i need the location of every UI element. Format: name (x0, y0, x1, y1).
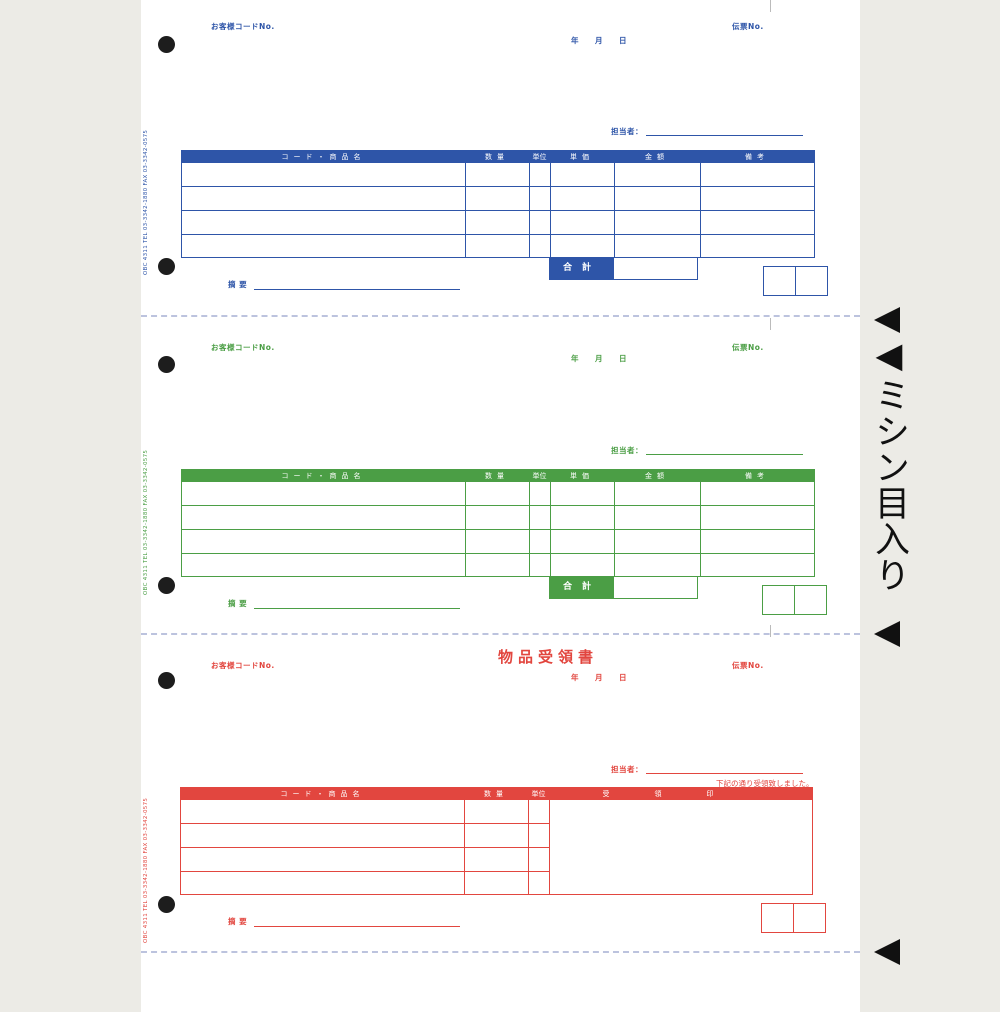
stamp-box (762, 585, 827, 615)
total-box: 合計 (549, 576, 698, 599)
receipt-title: 物品受領書 (498, 648, 599, 666)
perforation-line (141, 315, 860, 317)
slip-number-label: 伝票No. (732, 22, 764, 31)
col-header-quantity: 数量 (485, 472, 509, 480)
memo-label: 摘 要 (228, 917, 248, 926)
customer-code-label: お客様コードNo. (211, 661, 275, 670)
punch-hole (158, 672, 175, 689)
side-print: OBC 4311 TEL 03-3342-1880 FAX 03-3342-05… (143, 129, 149, 275)
col-header-unit-price: 単価 (570, 472, 594, 480)
date-label: 年 月 日 (571, 36, 627, 45)
total-label: 合計 (550, 258, 614, 279)
staff-label: 担当者： (611, 446, 643, 455)
customer-code-label: お客様コードNo. (211, 343, 275, 352)
form-sheet: お客様コードNo. 年 月 日 伝票No. 担当者： OBC 4311 TEL … (141, 0, 860, 1012)
col-header-unit: 単位 (532, 472, 547, 480)
col-header-amount: 金額 (645, 472, 669, 480)
memo-line (254, 608, 460, 609)
perforation-arrow-icon (874, 307, 900, 333)
punch-hole (158, 896, 175, 913)
date-label: 年 月 日 (571, 673, 627, 682)
col-header-amount: 金額 (645, 153, 669, 161)
col-header-remarks: 備考 (745, 153, 769, 161)
col-header-remarks: 備考 (745, 472, 769, 480)
table-header: コード・商品名 数量 単位 単価 金額 備考 (182, 151, 814, 163)
memo-label: 摘 要 (228, 280, 248, 289)
perforation-line (141, 633, 860, 635)
total-label: 合計 (550, 577, 614, 598)
slip-number-label: 伝票No. (732, 343, 764, 352)
perforation-arrow-icon (874, 621, 900, 647)
col-header-quantity: 数量 (484, 790, 508, 798)
perforation-label: ◀ミシン目入り (869, 336, 909, 593)
col-header-code-item: コード・商品名 (281, 153, 366, 161)
form-copy-red-receipt: お客様コードNo. 物品受領書 年 月 日 伝票No. 担当者： 下記の通り受領… (141, 625, 860, 951)
receipt-note: 下記の通り受領致しました。 (716, 779, 814, 788)
staff-label: 担当者： (611, 765, 643, 774)
staff-signature-line (646, 135, 803, 136)
stamp-box (763, 266, 828, 296)
col-header-quantity: 数量 (485, 153, 509, 161)
side-print: OBC 4311 TEL 03-3342-1880 FAX 03-3342-05… (143, 449, 149, 595)
memo-line (254, 926, 460, 927)
date-label: 年 月 日 (571, 354, 627, 363)
table-header: コード・商品名 数量 単位 受領印 (181, 788, 812, 800)
col-header-unit: 単位 (531, 790, 546, 798)
staff-signature-line (646, 773, 803, 774)
punch-hole (158, 258, 175, 275)
customer-code-label: お客様コードNo. (211, 22, 275, 31)
cut-mark (770, 0, 771, 12)
memo-label: 摘 要 (228, 599, 248, 608)
col-header-unit: 単位 (532, 153, 547, 161)
col-header-receipt-seal: 受領印 (602, 790, 759, 798)
items-table: コード・商品名 数量 単位 単価 金額 備考 (181, 150, 815, 258)
slip-number-label: 伝票No. (732, 661, 764, 670)
total-box: 合計 (549, 257, 698, 280)
form-copy-blue: お客様コードNo. 年 月 日 伝票No. 担当者： OBC 4311 TEL … (141, 0, 860, 315)
table-header: コード・商品名 数量 単位 単価 金額 備考 (182, 470, 814, 482)
staff-signature-line (646, 454, 803, 455)
perforation-arrow-icon (874, 939, 900, 965)
cut-mark (770, 625, 771, 637)
memo-line (254, 289, 460, 290)
punch-hole (158, 36, 175, 53)
punch-hole (158, 577, 175, 594)
punch-hole (158, 356, 175, 373)
side-print: OBC 4311 TEL 03-3342-1880 FAX 03-3342-05… (143, 797, 149, 943)
staff-label: 担当者： (611, 127, 643, 136)
col-header-code-item: コード・商品名 (280, 790, 365, 798)
receipt-items-table: コード・商品名 数量 単位 受領印 (180, 787, 813, 895)
perforation-line (141, 951, 860, 953)
col-header-code-item: コード・商品名 (281, 472, 366, 480)
form-copy-green: お客様コードNo. 年 月 日 伝票No. 担当者： OBC 4311 TEL … (141, 315, 860, 633)
col-header-unit-price: 単価 (570, 153, 594, 161)
stamp-box (761, 903, 826, 933)
items-table: コード・商品名 数量 単位 単価 金額 備考 (181, 469, 815, 577)
cut-mark (770, 318, 771, 330)
